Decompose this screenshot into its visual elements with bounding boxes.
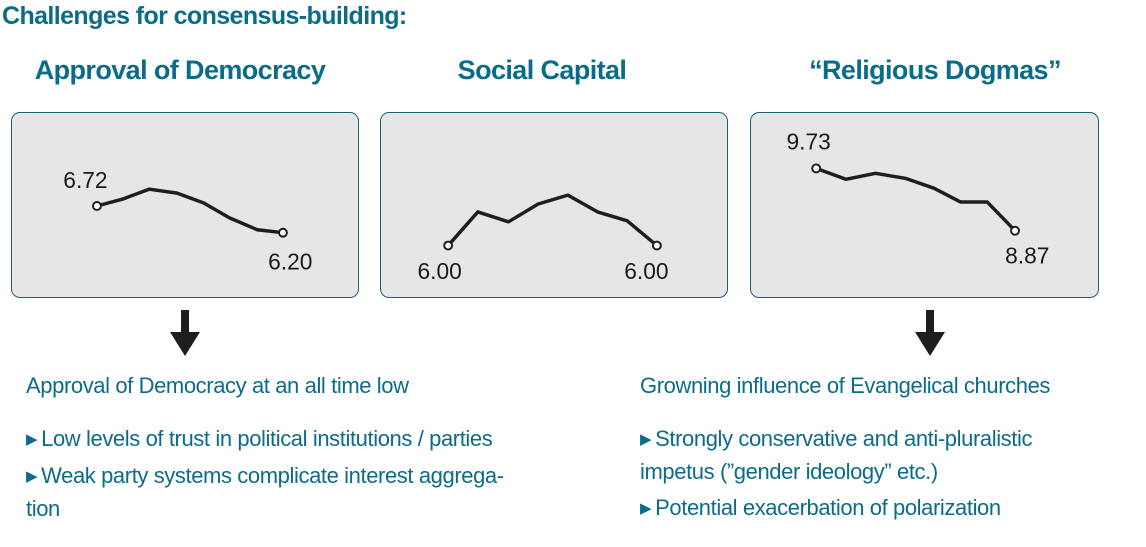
right-findings-section: Growning influence of Evangelical church… bbox=[640, 373, 1060, 529]
left-findings-section: Approval of Democracy at an all time low… bbox=[26, 373, 526, 529]
triangle-bullet-icon: ▶ bbox=[26, 468, 38, 485]
chart-panel-social-capital: 6.00 6.00 bbox=[380, 112, 728, 298]
bullet-item: ▶ Weak party systems complicate interest … bbox=[26, 460, 526, 525]
end-point-marker bbox=[651, 240, 662, 251]
down-arrow-icon bbox=[170, 310, 200, 356]
panel-title-religious-dogmas: “Religious Dogmas” bbox=[809, 55, 1061, 85]
triangle-bullet-icon: ▶ bbox=[640, 500, 652, 517]
panel-title-social-capital: Social Capital bbox=[457, 55, 627, 85]
bullet-text: Weak party systems complicate interest a… bbox=[26, 463, 504, 521]
end-point-marker bbox=[1010, 225, 1020, 236]
bullet-text: Potential exacerbation of polarization bbox=[655, 495, 1001, 520]
start-value-label: 6.00 bbox=[417, 258, 461, 284]
left-section-lead: Approval of Democracy at an all time low bbox=[26, 373, 409, 398]
sparkline-approval-of-democracy: 6.72 6.20 bbox=[63, 167, 312, 274]
start-point-marker bbox=[92, 201, 102, 211]
end-point-marker bbox=[277, 227, 288, 238]
right-section-lead: Growning influence of Evangelical church… bbox=[640, 373, 1050, 398]
end-value-label: 8.87 bbox=[1005, 242, 1049, 268]
down-arrow-icon bbox=[915, 310, 945, 356]
panel-title-approval-of-democracy: Approval of Democracy bbox=[34, 55, 326, 85]
bullet-text: Strongly conservative and anti-pluralist… bbox=[640, 426, 1033, 484]
series-line-approval-of-democracy bbox=[96, 187, 284, 235]
triangle-bullet-icon: ▶ bbox=[640, 431, 652, 448]
bullet-item: ▶ Low levels of trust in political instit… bbox=[26, 423, 526, 456]
page-heading: Challenges for consensus-building: bbox=[2, 2, 407, 30]
sparkline-social-capital: 6.00 6.00 bbox=[417, 193, 669, 284]
bullet-item: ▶ Strongly conservative and anti-pluralis… bbox=[640, 423, 1060, 488]
sparkline-religious-dogmas: 9.73 8.87 bbox=[787, 129, 1050, 269]
series-line-social-capital bbox=[446, 193, 658, 247]
start-point-marker bbox=[443, 240, 454, 251]
bullet-item: ▶ Potential exacerbation of polarization bbox=[640, 492, 1060, 525]
start-point-marker bbox=[811, 163, 822, 174]
chart-panel-religious-dogmas: 9.73 8.87 bbox=[750, 112, 1099, 298]
start-value-label: 9.73 bbox=[787, 129, 831, 155]
bullet-text: Low levels of trust in political institu… bbox=[41, 426, 493, 451]
chart-panel-approval-of-democracy: 6.72 6.20 bbox=[11, 112, 359, 298]
end-value-label: 6.20 bbox=[268, 248, 312, 274]
end-value-label: 6.00 bbox=[624, 258, 668, 284]
series-line-religious-dogmas bbox=[815, 166, 1017, 232]
triangle-bullet-icon: ▶ bbox=[26, 431, 38, 448]
start-value-label: 6.72 bbox=[63, 167, 107, 193]
